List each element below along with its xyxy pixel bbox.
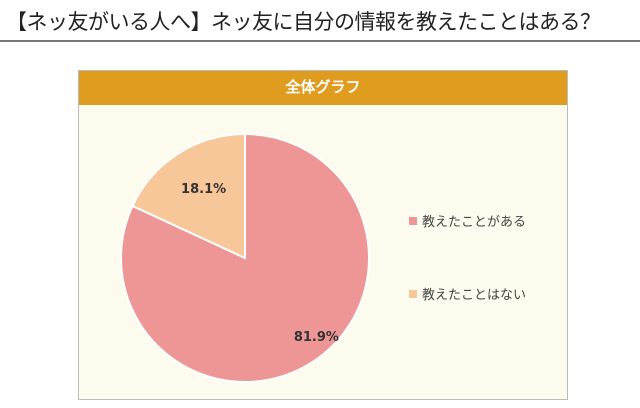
legend-label: 教えたことはない: [422, 288, 527, 303]
title-divider: [0, 40, 640, 42]
pie-slice-1: [131, 132, 246, 260]
page-title: 【ネッ友がいる人へ】ネッ友に自分の情報を教えたことはある？: [6, 10, 601, 34]
legend-swatch: [409, 289, 417, 298]
data-label-0: 81.9%: [294, 330, 339, 345]
pie-chart: 81.9% 18.1%: [120, 132, 370, 383]
legend-label: 教えたことがある: [422, 215, 527, 230]
chart-title: 全体グラフ: [79, 71, 567, 105]
legend-swatch: [409, 216, 417, 225]
legend-item-0: 教えたことがある: [409, 211, 526, 230]
data-label-1: 18.1%: [181, 182, 226, 197]
chart-panel: 全体グラフ 81.9% 18.1% 教えたことがある 教えたことはない: [78, 70, 568, 400]
legend-item-1: 教えたことはない: [409, 284, 526, 303]
